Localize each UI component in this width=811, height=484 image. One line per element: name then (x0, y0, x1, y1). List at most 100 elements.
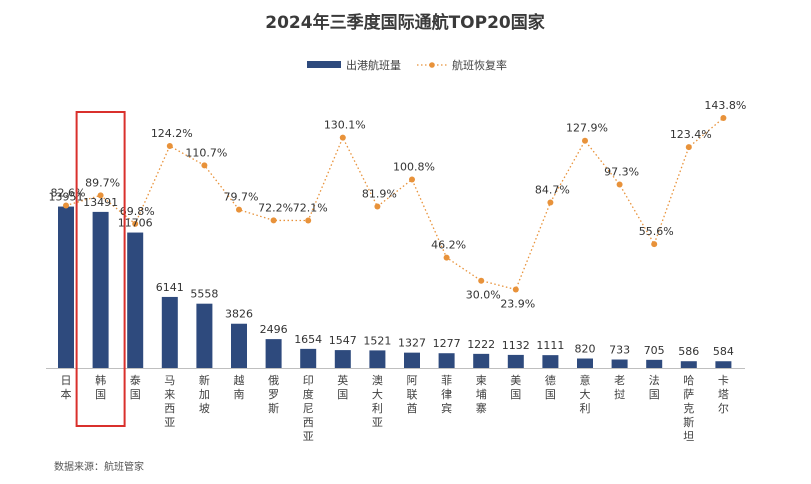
rate-point-10 (374, 203, 381, 210)
rate-point-16 (582, 137, 588, 144)
bar-2 (92, 211, 109, 368)
category-label: 德国 (545, 373, 556, 401)
rate-point-3 (132, 220, 139, 227)
rate-point-13 (478, 277, 485, 284)
bar-7 (265, 339, 282, 368)
rate-value-label: 127.9% (566, 122, 608, 135)
bar-9 (334, 350, 351, 368)
rate-value-label: 89.7% (85, 176, 120, 189)
rate-point-8 (305, 217, 312, 224)
bar-value-label: 705 (644, 344, 665, 357)
bar-value-label: 11706 (118, 217, 153, 230)
rate-value-label: 110.7% (185, 146, 227, 159)
highlight-layer (75, 111, 126, 427)
category-label: 法国 (649, 373, 660, 401)
rate-point-6 (236, 206, 242, 213)
category-label: 新加坡 (199, 373, 210, 415)
highlight-box (75, 111, 126, 427)
rate-value-label: 72.1% (293, 202, 328, 215)
bar-value-label: 13951 (49, 191, 84, 204)
rate-point-14 (512, 286, 519, 293)
rate-point-18 (651, 241, 658, 248)
bar-value-label: 5558 (190, 288, 218, 301)
bar-5 (196, 303, 213, 368)
rate-value-label: 23.9% (500, 297, 535, 310)
bar-value-label: 1654 (294, 333, 322, 346)
category-label: 阿联酋 (407, 374, 418, 415)
bar-19 (680, 361, 697, 368)
bar-16 (577, 358, 593, 368)
bar-13 (473, 353, 490, 368)
category-label: 韩国 (95, 373, 106, 401)
bar-value-label: 1521 (363, 334, 391, 347)
category-label: 意大利 (580, 373, 591, 415)
rate-value-label: 30.0% (466, 289, 501, 302)
rate-point-17 (616, 181, 623, 188)
rate-value-label: 124.2% (151, 127, 193, 140)
category-label: 泰国 (130, 373, 141, 401)
rate-value-label: 143.8% (704, 99, 746, 112)
bar-17 (611, 359, 628, 368)
bar-18 (646, 359, 663, 368)
bars-layer (58, 206, 732, 368)
rate-point-5 (201, 162, 208, 169)
bar-14 (507, 354, 524, 368)
rate-value-label: 97.3% (604, 165, 639, 178)
bar-15 (542, 355, 559, 368)
rate-point-15 (547, 199, 554, 206)
rate-value-label: 130.1% (324, 119, 366, 132)
rate-point-9 (339, 134, 346, 141)
rate-value-label: 82.6% (51, 187, 86, 200)
bar-12 (438, 353, 455, 368)
bar-8 (300, 348, 317, 368)
bar-value-label: 586 (678, 345, 699, 358)
bar-6 (231, 323, 247, 368)
rate-value-label: 84.7% (535, 184, 570, 197)
source-note: 数据来源：航班管家 (54, 460, 144, 473)
rate-point-4 (166, 143, 173, 150)
category-label: 马来西亚 (164, 374, 175, 429)
rate-line (65, 117, 724, 291)
bar-value-label: 733 (609, 344, 630, 357)
rate-value-label: 55.6% (639, 225, 674, 238)
category-label: 澳大利亚 (372, 374, 383, 429)
category-label: 老挝 (614, 374, 625, 401)
legend-item-line: 航班恢复率 (417, 58, 507, 72)
category-label: 日本 (61, 374, 72, 401)
bar-11 (404, 352, 420, 368)
rate-point-12 (443, 254, 450, 261)
category-label: 印度尼西亚 (303, 374, 314, 443)
bar-value-label: 1222 (467, 338, 495, 351)
legend: 出港航班量 航班恢复率 (307, 58, 507, 72)
rate-value-label: 72.2% (258, 201, 293, 214)
bar-20 (715, 361, 732, 368)
rate-value-label: 100.8% (393, 160, 435, 173)
bar-3 (127, 232, 144, 368)
legend-label-bars: 出港航班量 (346, 58, 401, 72)
bar-value-label: 2496 (260, 323, 288, 336)
rate-point-2 (97, 192, 104, 199)
legend-label-line: 航班恢复率 (452, 58, 507, 72)
legend-marker-rate (429, 62, 435, 68)
bar-value-label: 1111 (536, 339, 564, 352)
category-label: 俄罗斯 (268, 374, 279, 415)
category-label: 英国 (337, 373, 348, 401)
rate-point-1 (63, 202, 69, 209)
bar-1 (58, 206, 74, 368)
rate-point-20 (720, 115, 727, 121)
category-label: 美国 (510, 374, 521, 401)
bar-value-label: 1547 (329, 334, 357, 347)
category-label: 卡塔尔 (718, 374, 729, 415)
category-label: 越南 (234, 373, 245, 401)
rate-point-19 (685, 144, 692, 151)
bar-value-label: 13491 (83, 196, 118, 209)
category-label: 哈萨克斯坦 (683, 374, 694, 443)
chart-title: 2024年三季度国际通航TOP20国家 (265, 12, 544, 33)
rate-point-7 (270, 217, 277, 224)
bar-value-label: 584 (713, 345, 734, 358)
line-layer (63, 115, 727, 293)
bar-value-label: 1132 (502, 339, 530, 352)
rate-value-label: 123.4% (670, 128, 712, 141)
